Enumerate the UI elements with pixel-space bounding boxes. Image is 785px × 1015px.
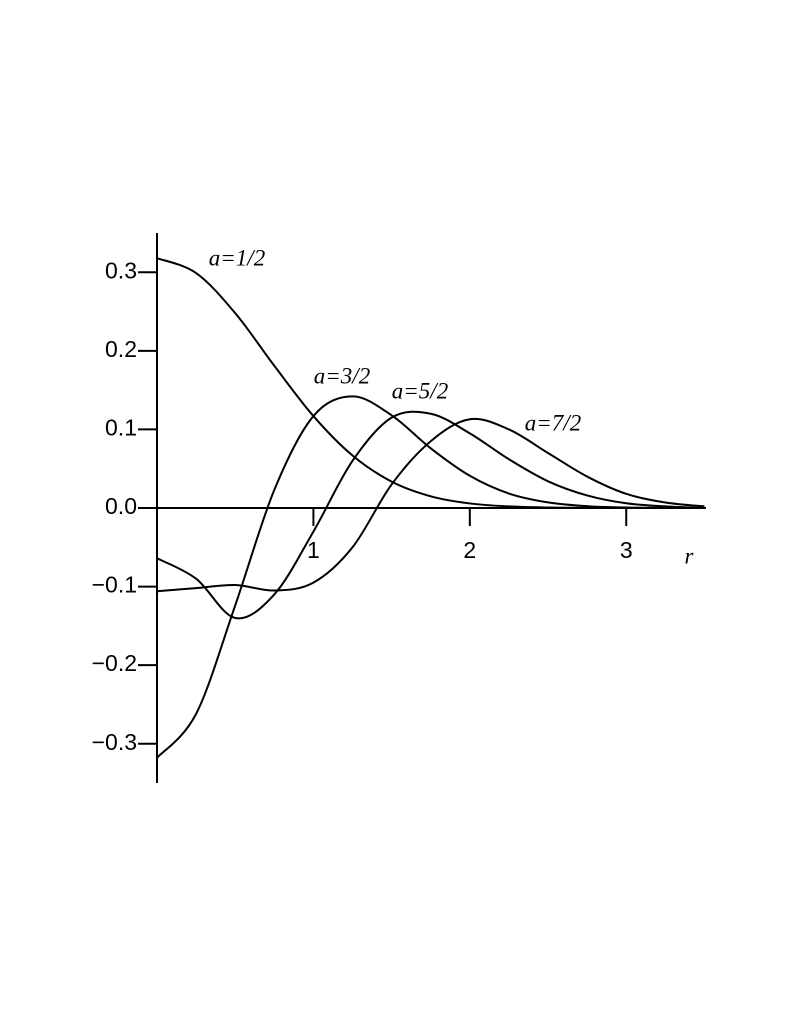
series-label: a=7/2 (525, 410, 581, 435)
series-label: a=3/2 (314, 363, 370, 388)
x-tick-label: 3 (620, 537, 633, 563)
x-tick-label: 2 (463, 537, 476, 563)
x-axis-label: r (685, 543, 695, 568)
y-tick-label: −0.3 (92, 729, 137, 755)
y-tick-label: −0.2 (92, 650, 137, 676)
x-tick-label: 1 (307, 537, 320, 563)
y-tick-label: 0.3 (105, 257, 137, 283)
series-label: a=1/2 (209, 245, 265, 270)
y-tick-label: 0.1 (105, 415, 137, 441)
line-series (156, 395, 705, 759)
y-tick-label: 0.0 (105, 493, 137, 519)
line-series (156, 417, 705, 593)
line-series (156, 410, 705, 620)
y-tick-label: −0.1 (92, 572, 137, 598)
y-tick-label: 0.2 (105, 336, 137, 362)
series-label: a=5/2 (392, 378, 448, 403)
